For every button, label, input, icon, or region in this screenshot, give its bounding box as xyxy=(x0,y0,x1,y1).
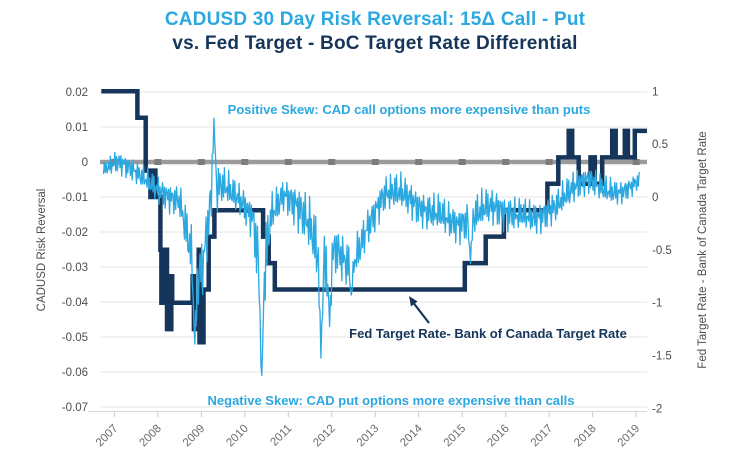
left-axis-tick-label: -0.07 xyxy=(62,402,88,414)
year-tick-label: 2011 xyxy=(268,423,294,449)
year-tick-label: 2008 xyxy=(137,423,164,450)
positive-skew-annotation: Positive Skew: CAD call options more exp… xyxy=(227,102,591,117)
year-tick-label: 2015 xyxy=(442,423,469,450)
year-tick-label: 2012 xyxy=(311,423,338,450)
zero-line-year-tick xyxy=(458,159,466,165)
year-tick-label: 2017 xyxy=(529,423,556,450)
zero-line-year-tick xyxy=(502,159,510,165)
chart-title-line2: vs. Fed Target - BoC Target Rate Differe… xyxy=(172,33,578,55)
year-tick-label: 2009 xyxy=(181,423,208,450)
year-tick-label: 2010 xyxy=(224,423,251,450)
left-axis-tick-label: -0.03 xyxy=(62,262,88,274)
year-tick-label: 2016 xyxy=(485,423,512,450)
year-tick-label: 2013 xyxy=(355,423,382,450)
zero-line-year-tick xyxy=(284,159,292,165)
left-axis-tick-label: -0.04 xyxy=(62,297,89,309)
right-axis-tick-label: -2 xyxy=(652,403,662,415)
left-axis-tick-label: 0.01 xyxy=(66,122,88,134)
left-axis-tick-label: -0.06 xyxy=(62,367,88,379)
zero-line-year-tick xyxy=(154,159,162,165)
year-tick-label: 2018 xyxy=(572,423,599,450)
right-axis-tick-label: 1 xyxy=(652,86,658,98)
chart-title: CADUSD 30 Day Risk Reversal: 15Δ Call - … xyxy=(0,8,750,57)
zero-line-year-tick xyxy=(241,159,249,165)
risk-reversal-series xyxy=(102,117,640,377)
right-axis-title: Fed Target Rate - Bank of Canada Target … xyxy=(697,131,709,369)
zero-line-year-tick xyxy=(415,159,423,165)
left-axis-tick-label: -0.01 xyxy=(62,192,88,204)
right-axis-tick-label: 0 xyxy=(652,192,658,204)
left-axis-tick-label: 0.02 xyxy=(66,87,88,99)
left-axis-tick-label: -0.02 xyxy=(62,227,88,239)
zero-line-year-tick xyxy=(197,159,205,165)
rate-differential-series xyxy=(101,89,647,345)
right-axis-tick-label: -1 xyxy=(652,298,662,310)
right-axis-tick-label: -1.5 xyxy=(652,351,672,363)
year-tick-label: 2019 xyxy=(616,423,643,450)
right-axis-tick-label: 0.5 xyxy=(652,139,668,151)
left-axis-tick-label: 0 xyxy=(82,157,88,169)
year-tick-label: 2014 xyxy=(398,422,425,449)
zero-line-year-tick xyxy=(632,159,640,165)
right-axis-tick-label: -0.5 xyxy=(652,245,672,257)
fed-line-annotation: Fed Target Rate- Bank of Canada Target R… xyxy=(349,326,627,341)
left-axis-title: CADUSD Risk Reversal xyxy=(36,188,48,312)
negative-skew-annotation: Negative Skew: CAD put options more expe… xyxy=(207,393,575,408)
fed-annotation-arrowhead xyxy=(409,296,418,307)
zero-line-year-tick xyxy=(545,159,553,165)
left-axis-tick-label: -0.05 xyxy=(62,332,88,344)
zero-line-year-tick xyxy=(371,159,379,165)
fed-annotation-arrow xyxy=(411,300,430,324)
zero-line-year-tick xyxy=(328,159,336,165)
chart-title-line1: CADUSD 30 Day Risk Reversal: 15Δ Call - … xyxy=(164,9,586,30)
year-tick-label: 2007 xyxy=(94,423,121,450)
